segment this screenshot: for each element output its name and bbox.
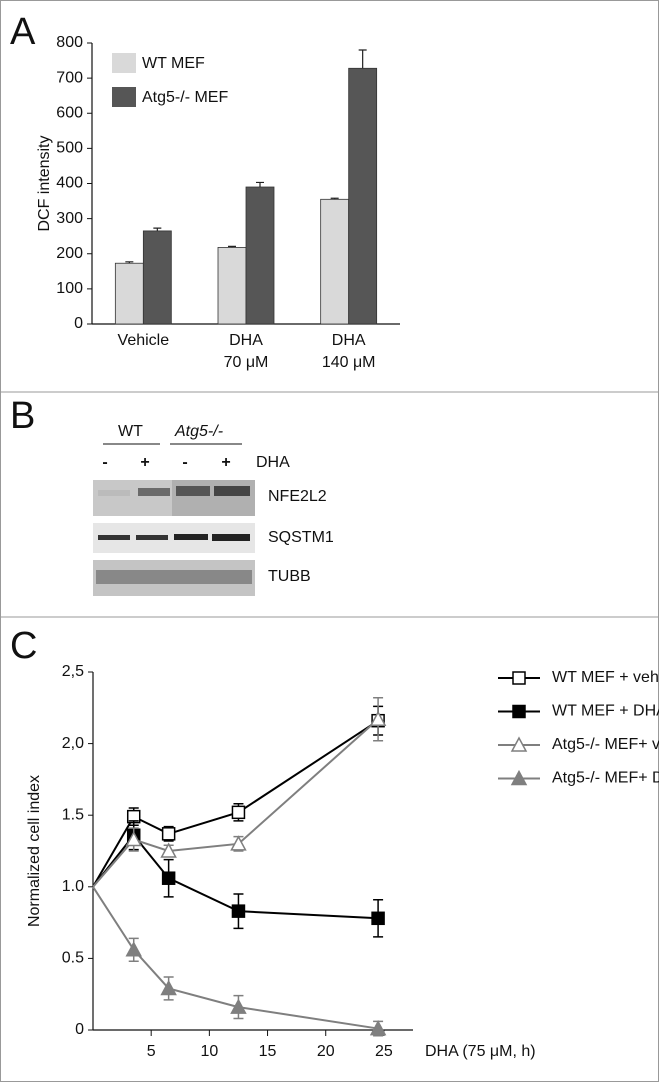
legend-label: WT MEF + DHA	[552, 703, 659, 720]
band	[174, 534, 208, 540]
legend-label: Atg5-/- MEF+ vehicle	[552, 736, 659, 753]
band	[176, 486, 210, 496]
band	[98, 490, 130, 496]
y-tick-label: 1.5	[62, 806, 84, 823]
marker	[161, 827, 176, 841]
y-tick-label: 500	[56, 140, 83, 157]
band	[212, 534, 250, 541]
x-tick-label: DHA 140 μM	[321, 332, 376, 371]
band	[138, 488, 170, 496]
x-tick-label: 25	[375, 1043, 393, 1060]
marker	[231, 904, 246, 918]
bar	[114, 262, 144, 325]
marker	[371, 911, 385, 926]
x-tick-label: Vehicle	[117, 332, 170, 349]
protein-label: SQSTM1	[268, 529, 334, 546]
marker	[160, 842, 177, 858]
panel-label: A	[10, 11, 36, 53]
error-bar	[228, 245, 236, 248]
y-axis-label: DCF intensity	[36, 135, 53, 231]
marker	[369, 710, 387, 727]
marker	[230, 835, 247, 851]
panel-label: B	[10, 395, 35, 437]
y-tick-label: 0.5	[62, 950, 84, 967]
bar	[217, 247, 247, 325]
x-axis-label: DHA (75 μM, h)	[425, 1043, 536, 1060]
x-tick-label: 20	[317, 1043, 335, 1060]
y-tick-label: 700	[56, 69, 83, 86]
y-tick-label: 200	[56, 245, 83, 262]
group-label: Atg5-/-	[174, 423, 223, 440]
error-bar	[256, 181, 264, 188]
blot: WT Atg5-/- - + - + DHA NFE2L2 SQSTM1 TUB…	[93, 423, 334, 596]
x-tick-label: 10	[200, 1043, 218, 1060]
x-tick-label: 15	[259, 1043, 277, 1060]
bar	[320, 198, 350, 325]
legend-marker	[510, 769, 528, 786]
y-tick-label: 1.0	[62, 878, 84, 895]
band	[214, 486, 250, 496]
legend-swatch	[112, 87, 136, 107]
error-bar	[358, 49, 367, 69]
blot-strip	[172, 480, 255, 516]
y-tick-label: 100	[56, 280, 83, 297]
marker	[160, 979, 177, 996]
legend-label: Atg5-/- MEF+ DHA	[552, 770, 659, 787]
treatment-label: DHA	[256, 454, 290, 471]
band	[136, 535, 168, 540]
error-bar	[125, 261, 134, 264]
bar	[348, 67, 378, 325]
marker	[125, 830, 142, 847]
legend-swatch	[112, 53, 136, 73]
protein-label: NFE2L2	[268, 488, 327, 505]
lane-label: -	[182, 454, 187, 471]
marker	[369, 1019, 387, 1036]
marker	[125, 941, 142, 957]
y-tick-label: 2,5	[62, 663, 84, 680]
y-tick-label: 600	[56, 104, 83, 121]
legend-marker	[510, 736, 528, 752]
x-tick-label: 5	[147, 1043, 156, 1060]
protein-label: TUBB	[268, 568, 311, 585]
x-tick-label: DHA 70 μM	[223, 332, 269, 371]
y-tick-label: 400	[56, 175, 83, 192]
legend-label: WT MEF + vehicle	[552, 669, 659, 686]
lane-label: -	[102, 454, 107, 471]
y-axis-label: Normalized cell index	[26, 775, 43, 927]
legend-label: WT MEF	[142, 55, 205, 72]
bar	[245, 186, 275, 325]
marker	[230, 998, 247, 1014]
legend-label: Atg5-/- MEF	[142, 89, 228, 106]
lane-label: +	[140, 454, 149, 471]
band	[98, 535, 130, 540]
panel-label: C	[10, 625, 37, 667]
marker	[161, 871, 176, 885]
band	[96, 570, 252, 584]
bar	[142, 230, 172, 325]
legend-marker	[512, 704, 526, 719]
error-bar	[153, 227, 162, 231]
y-tick-label: 0	[75, 1021, 84, 1038]
y-tick-label: 300	[56, 210, 83, 227]
marker	[231, 805, 246, 820]
y-tick-label: 0	[74, 315, 83, 332]
y-tick-label: 2,0	[62, 735, 84, 752]
lane-label: +	[221, 454, 230, 471]
group-label: WT	[118, 423, 143, 440]
legend-marker	[512, 671, 526, 685]
y-tick-label: 800	[56, 34, 83, 51]
error-bar	[330, 197, 339, 200]
